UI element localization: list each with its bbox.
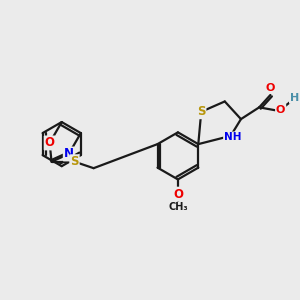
Text: O: O [276, 105, 285, 115]
Text: S: S [70, 155, 79, 168]
Text: O: O [266, 82, 275, 93]
Text: N: N [64, 148, 74, 160]
Text: S: S [197, 105, 206, 118]
Text: NH: NH [224, 132, 242, 142]
Text: O: O [173, 188, 183, 201]
Text: O: O [45, 136, 55, 149]
Text: H: H [290, 93, 299, 103]
Text: CH₃: CH₃ [168, 202, 188, 212]
